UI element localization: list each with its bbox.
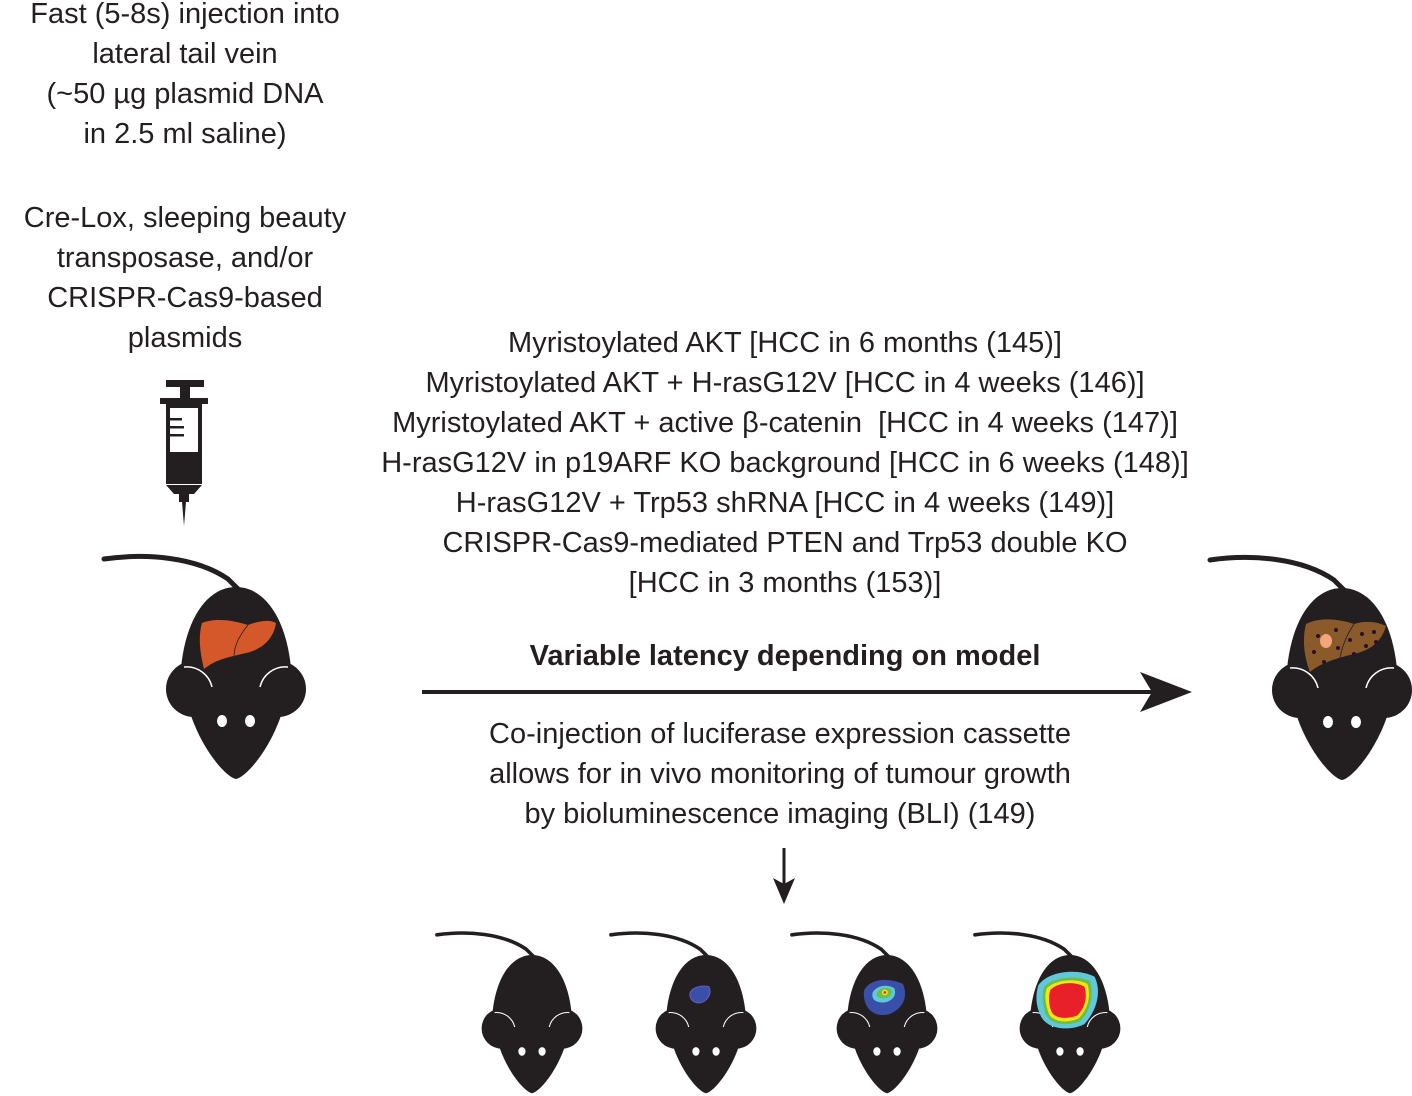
- mouse-healthy-liver: [104, 556, 306, 779]
- plasmid-line: CRISPR-Cas9-based: [47, 282, 323, 314]
- model-line: Myristoylated AKT + H-rasG12V [HCC in 4 …: [425, 367, 1145, 399]
- model-line: H-rasG12V in p19ARF KO background [HCC i…: [381, 447, 1189, 479]
- injection-line: in 2.5 ml saline): [83, 118, 287, 150]
- model-line: CRISPR-Cas9-mediated PTEN and Trp53 doub…: [442, 527, 1128, 559]
- syringe-icon: [160, 380, 208, 526]
- tumour-liver-icon: [1303, 619, 1386, 672]
- latency-arrow: [422, 672, 1192, 712]
- bli-mouse-2: [609, 931, 759, 1096]
- bli-mouse-4: [973, 931, 1123, 1096]
- injection-line: (~50 µg plasmid DNA: [46, 78, 324, 110]
- tumour-nodule: [1320, 634, 1332, 648]
- bli-text: Co-injection of luciferase expression ca…: [380, 714, 1180, 834]
- bli-signal-small: [689, 985, 711, 1004]
- protocol-text: Fast (5-8s) injection into lateral tail …: [0, 0, 370, 358]
- bli-line: by bioluminescence imaging (BLI) (149): [524, 798, 1036, 830]
- model-line: Myristoylated AKT + active β-catenin [HC…: [392, 407, 1178, 439]
- down-arrow: [773, 848, 795, 904]
- arrow-label: Variable latency depending on model: [529, 640, 1041, 672]
- plasmid-line: Cre-Lox, sleeping beauty: [23, 202, 347, 234]
- bli-mouse-1: [435, 931, 585, 1096]
- bli-signal-medium: [863, 979, 906, 1016]
- model-line: [HCC in 3 months (153)]: [628, 567, 942, 599]
- liver-icon: [199, 619, 276, 669]
- injection-line: Fast (5-8s) injection into: [30, 0, 340, 30]
- mouse-tumour-liver: [1210, 557, 1412, 780]
- bli-signal-large: [1036, 971, 1098, 1029]
- model-line: Myristoylated AKT [HCC in 6 months (145)…: [508, 327, 1062, 359]
- model-list: Myristoylated AKT [HCC in 6 months (145)…: [285, 323, 1285, 603]
- model-line: H-rasG12V + Trp53 shRNA [HCC in 4 weeks …: [455, 487, 1115, 519]
- bli-line: Co-injection of luciferase expression ca…: [489, 718, 1071, 750]
- bli-line: allows for in vivo monitoring of tumour …: [489, 758, 1071, 790]
- injection-line: lateral tail vein: [92, 38, 278, 70]
- bli-mouse-3: [790, 931, 940, 1096]
- plasmid-line: transposase, and/or: [56, 242, 314, 274]
- plasmid-line: plasmids: [127, 322, 243, 354]
